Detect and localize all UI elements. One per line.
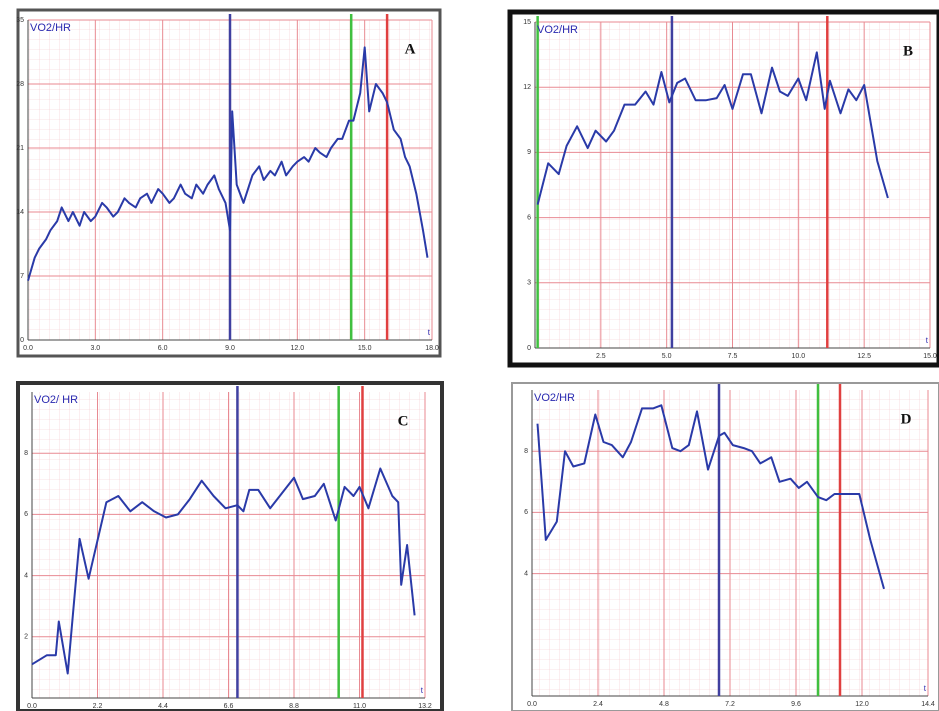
- x-tick-label: 18.0: [425, 345, 439, 352]
- y-tick-label: 8: [524, 448, 528, 455]
- y-tick-label: 4: [24, 572, 28, 579]
- x-tick-label: 15.0: [923, 353, 937, 360]
- panel-letter: B: [903, 43, 913, 59]
- x-tick-label: 6.6: [224, 703, 234, 710]
- y-tick-label: 0: [527, 345, 531, 352]
- panel: 0 3 6 9 12 15 2.5 5.0 7.5 10.0 12.5 15.0 VO2/HR t B: [507, 9, 939, 368]
- x-tick-label: 7.2: [725, 701, 735, 708]
- y-tick-label: 28: [16, 81, 24, 88]
- panel-letter: A: [405, 41, 416, 57]
- data-line: [27, 46, 429, 281]
- y-tick-label: 7: [20, 273, 24, 280]
- y-tick-label: 6: [24, 511, 28, 518]
- x-tick-label: 6.0: [158, 345, 168, 352]
- panel-letter: C: [398, 413, 409, 429]
- x-tick-label: 11.0: [353, 703, 366, 710]
- y-tick-label: 6: [524, 509, 528, 516]
- x-tick-label: 15.0: [358, 345, 372, 352]
- y-tick-label: 3: [527, 280, 531, 287]
- x-tick-label: 0.0: [23, 345, 33, 352]
- x-tick-label: 3.0: [90, 345, 100, 352]
- y-tick-label: 2: [24, 634, 28, 641]
- x-tick-label: 5.0: [662, 353, 672, 360]
- x-tick-label: 9.6: [791, 701, 801, 708]
- x-tick-label: 14.4: [921, 701, 935, 708]
- panel: 4 6 8 0.0 2.4 4.8 7.2 9.6 12.0 14.4 VO2/HR t D: [511, 382, 939, 711]
- data-line: [31, 467, 416, 675]
- y-tick-label: 35: [16, 17, 24, 24]
- y-tick-label: 6: [527, 214, 531, 221]
- x-tick-label: 7.5: [728, 353, 738, 360]
- x-tick-label: 0.0: [527, 701, 537, 708]
- y-axis-label: VO2/HR: [537, 24, 578, 36]
- y-tick-label: 21: [16, 145, 24, 152]
- y-tick-label: 12: [523, 84, 531, 91]
- x-axis-label: t: [421, 686, 424, 695]
- x-tick-label: 2.2: [93, 703, 103, 710]
- y-axis-label: VO2/HR: [30, 22, 71, 34]
- x-tick-label: 9.0: [225, 345, 235, 352]
- x-tick-label: 0.0: [27, 703, 37, 710]
- y-tick-label: 4: [524, 570, 528, 577]
- x-tick-label: 12.0: [291, 345, 305, 352]
- y-axis-label: VO2/ HR: [34, 394, 78, 406]
- x-tick-label: 12.5: [857, 353, 871, 360]
- x-tick-label: 2.4: [593, 701, 603, 708]
- panel: 0 7 14 21 28 35 0.0 3.0 6.0 9.0 12.0 15.0 18.0 VO2/HR…: [16, 8, 442, 358]
- x-tick-label: 10.0: [792, 353, 806, 360]
- x-axis-label: t: [924, 684, 927, 693]
- x-tick-label: 8.8: [289, 703, 299, 710]
- y-tick-label: 8: [24, 450, 28, 457]
- x-axis-label: t: [428, 328, 431, 337]
- panel-letter: D: [901, 411, 912, 427]
- data-line: [536, 51, 889, 205]
- y-tick-label: 9: [527, 149, 531, 156]
- x-tick-label: 13.2: [418, 703, 432, 710]
- x-tick-label: 4.8: [659, 701, 669, 708]
- x-axis-label: t: [926, 336, 929, 345]
- y-tick-label: 14: [16, 209, 24, 216]
- panel: 2 4 6 8 0.0 2.2 4.4 6.6 8.8 11.0 13.2 VO2/ HR t C: [16, 381, 444, 711]
- x-tick-label: 4.4: [158, 703, 168, 710]
- y-axis-label: VO2/HR: [534, 392, 575, 404]
- data-line: [536, 404, 885, 590]
- y-tick-label: 15: [523, 19, 531, 26]
- x-tick-label: 2.5: [596, 353, 606, 360]
- x-tick-label: 12.0: [855, 701, 869, 708]
- y-tick-label: 0: [20, 337, 24, 344]
